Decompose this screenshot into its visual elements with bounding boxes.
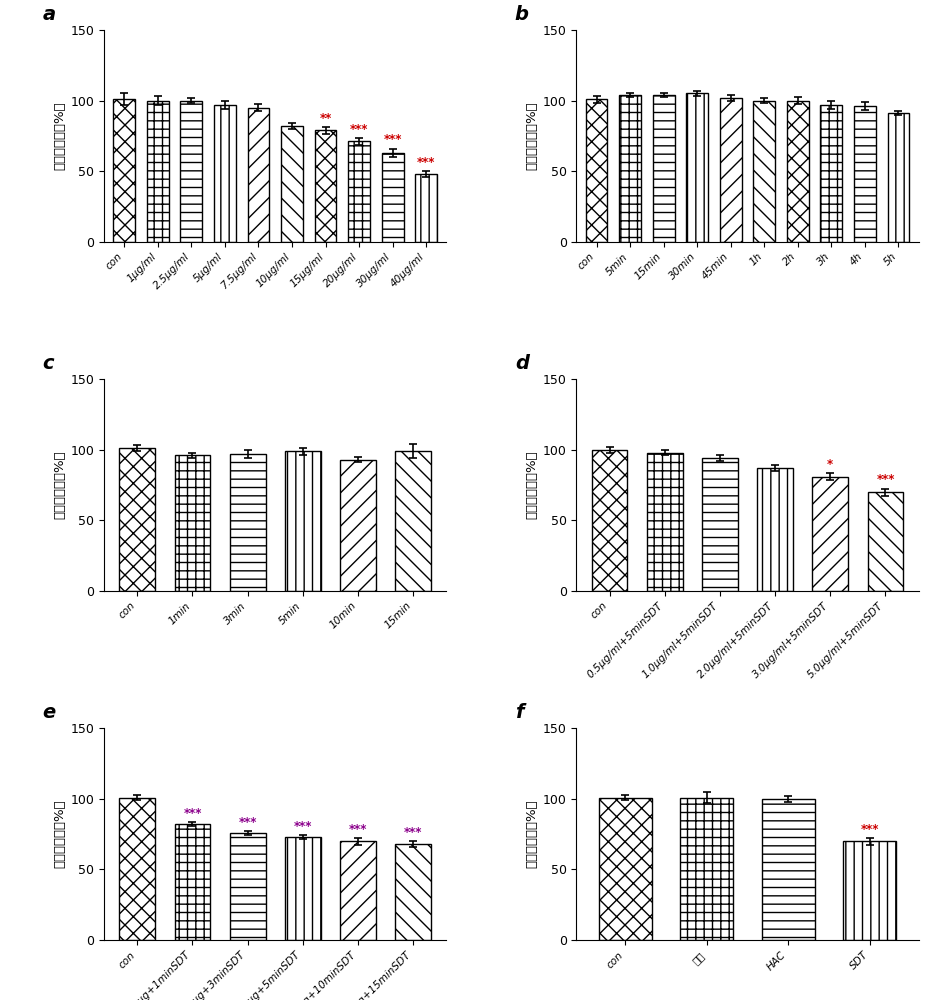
Y-axis label: 细胞存活率（%）: 细胞存活率（%）: [53, 451, 66, 519]
Bar: [647, 453, 683, 591]
Bar: [867, 492, 903, 591]
Bar: [395, 451, 431, 591]
Text: a: a: [43, 5, 56, 24]
Bar: [214, 105, 236, 242]
Text: ***: ***: [348, 823, 367, 836]
Text: *: *: [828, 458, 833, 471]
Bar: [843, 841, 896, 940]
Text: ***: ***: [384, 133, 402, 146]
Bar: [395, 844, 431, 940]
Bar: [887, 113, 909, 242]
Bar: [720, 98, 742, 242]
Bar: [680, 798, 733, 940]
Bar: [340, 841, 376, 940]
Bar: [114, 99, 135, 242]
Bar: [758, 468, 793, 591]
Bar: [854, 106, 876, 242]
Bar: [382, 153, 403, 242]
Bar: [174, 455, 210, 591]
Y-axis label: 细胞存活率（%）: 细胞存活率（%）: [53, 800, 66, 868]
Bar: [585, 99, 607, 242]
Text: **: **: [319, 112, 331, 125]
Text: ***: ***: [876, 473, 895, 486]
Bar: [592, 450, 628, 591]
Bar: [687, 93, 708, 242]
Bar: [702, 458, 738, 591]
Text: d: d: [515, 354, 528, 373]
Bar: [285, 451, 321, 591]
Text: b: b: [515, 5, 528, 24]
Text: ***: ***: [350, 123, 368, 136]
Bar: [174, 824, 210, 940]
Y-axis label: 细胞存活率（%）: 细胞存活率（%）: [526, 800, 539, 868]
Bar: [340, 460, 376, 591]
Bar: [619, 95, 641, 242]
Text: ***: ***: [184, 807, 202, 820]
Text: e: e: [43, 703, 56, 722]
Bar: [348, 141, 370, 242]
Bar: [181, 101, 203, 242]
Bar: [754, 101, 776, 242]
Bar: [813, 477, 849, 591]
Bar: [230, 454, 265, 591]
Y-axis label: 细胞存活率（%）: 细胞存活率（%）: [526, 451, 539, 519]
Text: ***: ***: [239, 816, 257, 829]
Bar: [416, 174, 438, 242]
Bar: [247, 108, 269, 242]
Bar: [119, 448, 155, 591]
Y-axis label: 细胞存活率（%）: 细胞存活率（%）: [526, 102, 539, 170]
Y-axis label: 细胞存活率（%）: 细胞存活率（%）: [53, 102, 66, 170]
Bar: [820, 105, 842, 242]
Text: f: f: [515, 703, 524, 722]
Bar: [230, 833, 265, 940]
Bar: [119, 798, 155, 940]
Text: ***: ***: [417, 156, 436, 169]
Bar: [599, 798, 652, 940]
Bar: [761, 799, 814, 940]
Bar: [285, 837, 321, 940]
Text: c: c: [43, 354, 54, 373]
Bar: [652, 95, 674, 242]
Bar: [314, 130, 336, 242]
Bar: [787, 101, 809, 242]
Bar: [147, 101, 169, 242]
Text: ***: ***: [404, 826, 422, 839]
Bar: [281, 126, 303, 242]
Text: ***: ***: [861, 823, 879, 836]
Text: ***: ***: [294, 820, 313, 833]
